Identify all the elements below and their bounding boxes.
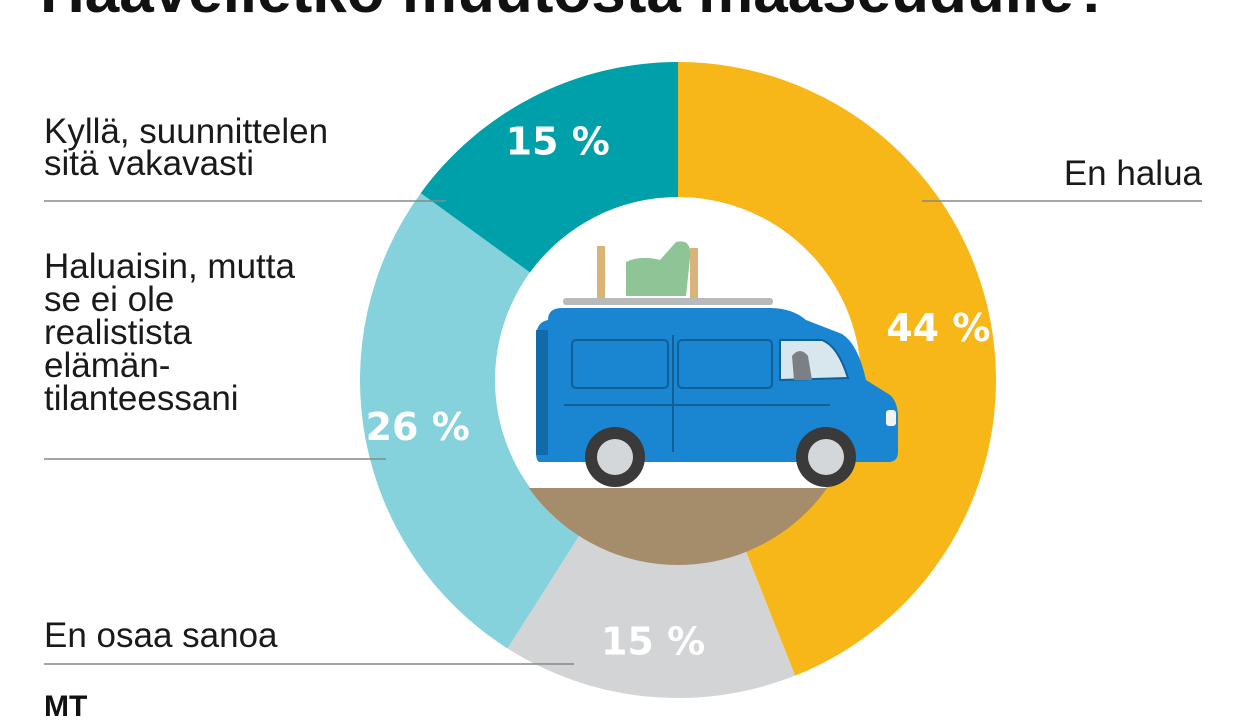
label-haluaisin: Haluaisin, mutta se ei ole realistista e… bbox=[44, 247, 295, 418]
slice-1 bbox=[507, 534, 796, 698]
chair-leg-right bbox=[690, 248, 698, 302]
slice-value-label-1: 15 % bbox=[601, 619, 705, 663]
label-kylla: Kyllä, suunnittelen sitä vakavasti bbox=[44, 112, 329, 183]
slice-0 bbox=[678, 62, 996, 676]
chair-leg-left bbox=[597, 246, 605, 302]
slice-value-label-3: 15 % bbox=[506, 119, 610, 163]
chair-seat bbox=[626, 241, 691, 296]
hub-front bbox=[808, 439, 844, 475]
label-en-halua: En halua bbox=[1063, 154, 1202, 193]
leader-lines bbox=[44, 200, 1202, 665]
slice-value-label-2: 26 % bbox=[366, 405, 470, 449]
hub-rear bbox=[597, 439, 633, 475]
donut-chart: 44 % 15 % 26 % 15 % bbox=[44, 61, 1202, 698]
van-window-1 bbox=[571, 339, 669, 389]
van-rear-stripe bbox=[536, 330, 548, 455]
van-window-2 bbox=[677, 339, 773, 389]
label-en-osaa: En osaa sanoa bbox=[44, 616, 278, 655]
roof-rack bbox=[563, 298, 773, 305]
headlight bbox=[886, 410, 896, 426]
percent-labels: 44 % 15 % 26 % 15 % bbox=[366, 119, 991, 663]
chart-title: Haaveiletko muutosta maaseudulle? bbox=[40, 0, 1112, 27]
slice-value-label-0: 44 % bbox=[886, 306, 990, 350]
brand-logo: MT bbox=[44, 690, 88, 723]
donut-slices bbox=[360, 61, 996, 698]
slice-3 bbox=[420, 61, 678, 273]
driver bbox=[792, 351, 812, 380]
slice-2 bbox=[360, 193, 580, 649]
